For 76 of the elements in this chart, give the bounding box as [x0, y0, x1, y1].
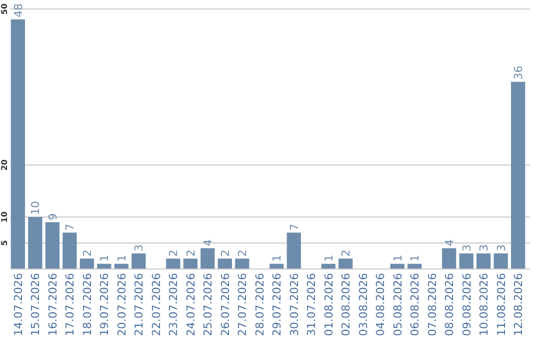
- data-label: 2: [340, 250, 353, 257]
- y-tick-label: 10: [0, 211, 9, 223]
- x-tick-label: 23.07.2026: [167, 273, 180, 336]
- x-tick-label: 20.07.2026: [115, 273, 128, 336]
- x-tick-label: 26.07.2026: [218, 273, 232, 336]
- x-tick-label: 12.08.2026: [512, 273, 526, 336]
- x-tick-label: 30.07.2026: [288, 273, 301, 336]
- bar: [286, 232, 301, 269]
- x-tick-label: 25.07.2026: [202, 273, 215, 336]
- data-label: 2: [167, 250, 180, 257]
- bar: [218, 258, 232, 269]
- y-tick-label: 20: [0, 159, 9, 171]
- bar: [494, 253, 508, 269]
- bar: [183, 258, 198, 269]
- data-label: 3: [132, 244, 146, 252]
- data-label: 7: [288, 224, 301, 231]
- data-label: 3: [460, 244, 474, 252]
- data-label: 36: [512, 66, 526, 80]
- x-tick-label: 06.08.2026: [408, 273, 422, 336]
- y-tick-label: 50: [0, 3, 9, 15]
- data-label: 2: [80, 250, 94, 257]
- data-label: 2: [218, 250, 232, 257]
- y-tick-label: 5: [0, 240, 9, 246]
- x-tick-label: 16.07.2026: [46, 273, 60, 336]
- data-label: 4: [202, 239, 215, 246]
- data-label: 10: [29, 201, 42, 215]
- bar: [28, 217, 42, 269]
- x-tick-label: 24.07.2026: [184, 273, 198, 336]
- bar: [235, 258, 250, 269]
- x-tick-label: 18.07.2026: [80, 273, 94, 336]
- bar: [62, 232, 77, 269]
- x-tick-label: 14.07.2026: [12, 273, 25, 336]
- bar: [45, 222, 60, 269]
- bar: [200, 248, 215, 269]
- data-label: 1: [408, 254, 422, 262]
- data-label: 1: [115, 254, 128, 262]
- x-tick-label: 27.07.2026: [236, 273, 250, 336]
- x-tick-label: 31.07.2026: [305, 273, 318, 336]
- x-tick-label: 01.08.2026: [322, 273, 336, 336]
- data-label: 1: [391, 254, 404, 262]
- data-label: 2: [184, 250, 198, 257]
- data-label: 1: [270, 254, 284, 262]
- x-tick-label: 28.07.2026: [253, 273, 266, 336]
- bar: [510, 82, 526, 269]
- x-tick-label: 03.08.2026: [356, 273, 370, 336]
- x-tick-label: 07.08.2026: [426, 273, 439, 336]
- data-label: 4: [443, 239, 456, 246]
- x-tick-label: 05.08.2026: [391, 273, 404, 336]
- data-label: 1: [98, 254, 112, 262]
- data-label: 2: [236, 250, 250, 257]
- data-label: 1: [322, 254, 336, 262]
- bar: [10, 19, 26, 269]
- bar: [476, 253, 491, 269]
- x-tick-label: 22.07.2026: [150, 273, 163, 336]
- x-tick-label: 17.07.2026: [64, 273, 77, 336]
- x-tick-label: 02.08.2026: [340, 273, 353, 336]
- x-tick-label: 09.08.2026: [460, 273, 474, 336]
- x-tick-label: 10.08.2026: [478, 273, 491, 336]
- bar: [80, 258, 94, 269]
- x-tick-label: 19.07.2026: [98, 273, 112, 336]
- data-label: 3: [478, 244, 491, 252]
- x-tick-label: 04.08.2026: [374, 273, 388, 336]
- x-tick-label: 21.07.2026: [132, 273, 146, 336]
- bar: [166, 258, 180, 269]
- data-label: 3: [494, 244, 508, 252]
- x-tick-label: 11.08.2026: [494, 273, 508, 336]
- bar: [132, 253, 146, 269]
- data-label: 48: [12, 3, 25, 18]
- x-tick-label: 15.07.2026: [29, 273, 42, 336]
- data-label: 7: [64, 224, 77, 231]
- bar: [459, 253, 474, 269]
- bar: [338, 258, 353, 269]
- x-tick-label: 08.08.2026: [443, 273, 456, 336]
- x-tick-label: 29.07.2026: [270, 273, 284, 336]
- bar: [442, 248, 456, 269]
- data-label: 9: [46, 213, 60, 220]
